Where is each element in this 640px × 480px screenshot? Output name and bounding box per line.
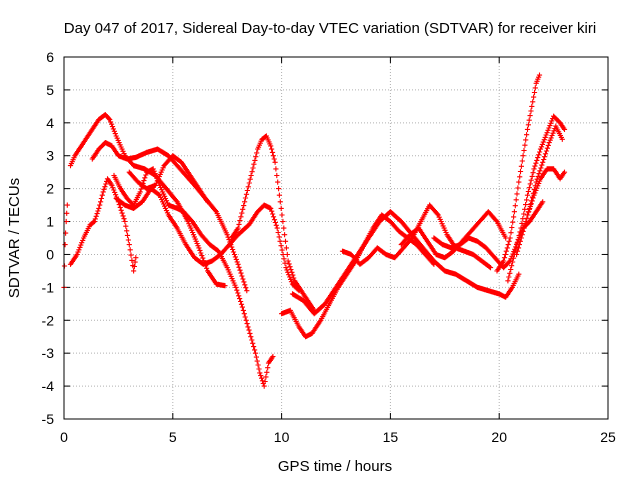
y-tick-label: -5	[42, 411, 55, 427]
series-trace-6	[113, 186, 302, 294]
y-tick-label: 0	[46, 246, 54, 262]
y-tick-label: 5	[46, 82, 54, 98]
y-tick-label: -4	[42, 378, 55, 394]
series-trace-8	[229, 133, 317, 313]
y-tick-label: 3	[46, 148, 54, 164]
x-tick-label: 15	[383, 429, 399, 445]
data-series	[61, 72, 568, 389]
chart-title: Day 047 of 2017, Sidereal Day-to-day VTE…	[64, 20, 596, 37]
y-tick-label: -1	[42, 279, 55, 295]
series-trace-14	[494, 72, 543, 274]
series-trace-3	[67, 176, 139, 274]
y-tick-label: 4	[46, 115, 54, 131]
y-tick-label: 1	[46, 214, 54, 230]
series-markers	[289, 209, 522, 317]
x-tick-label: 0	[60, 429, 68, 445]
tick-labels: 0 5 10 15 20 25 -5 -4 -3 -2 -1 0 1 2 3 4 5 6	[42, 49, 616, 445]
y-tick-label: 2	[46, 181, 54, 197]
series-trace-7	[126, 153, 211, 205]
series-markers	[67, 176, 139, 274]
series-markers	[126, 153, 211, 205]
x-tick-label: 20	[491, 429, 507, 445]
series-trace-15	[505, 113, 568, 284]
series-markers	[505, 113, 568, 284]
series-trace-5	[111, 166, 276, 389]
series-markers	[524, 166, 568, 218]
x-tick-label: 5	[169, 429, 177, 445]
grid-lines	[64, 57, 608, 419]
series-trace-17	[524, 166, 568, 218]
series-markers	[113, 186, 302, 294]
series-markers	[494, 72, 543, 274]
x-tick-label: 25	[600, 429, 616, 445]
y-tick-label: 6	[46, 49, 54, 65]
series-markers	[111, 166, 276, 389]
x-axis-label: GPS time / hours	[278, 458, 392, 475]
series-markers	[229, 133, 317, 313]
plot-frame	[63, 56, 609, 420]
y-axis-label: SDTVAR / TECUs	[6, 178, 23, 298]
series-trace-10	[289, 209, 522, 317]
y-tick-label: -2	[42, 312, 55, 328]
x-tick-label: 10	[274, 429, 290, 445]
y-tick-label: -3	[42, 345, 55, 361]
